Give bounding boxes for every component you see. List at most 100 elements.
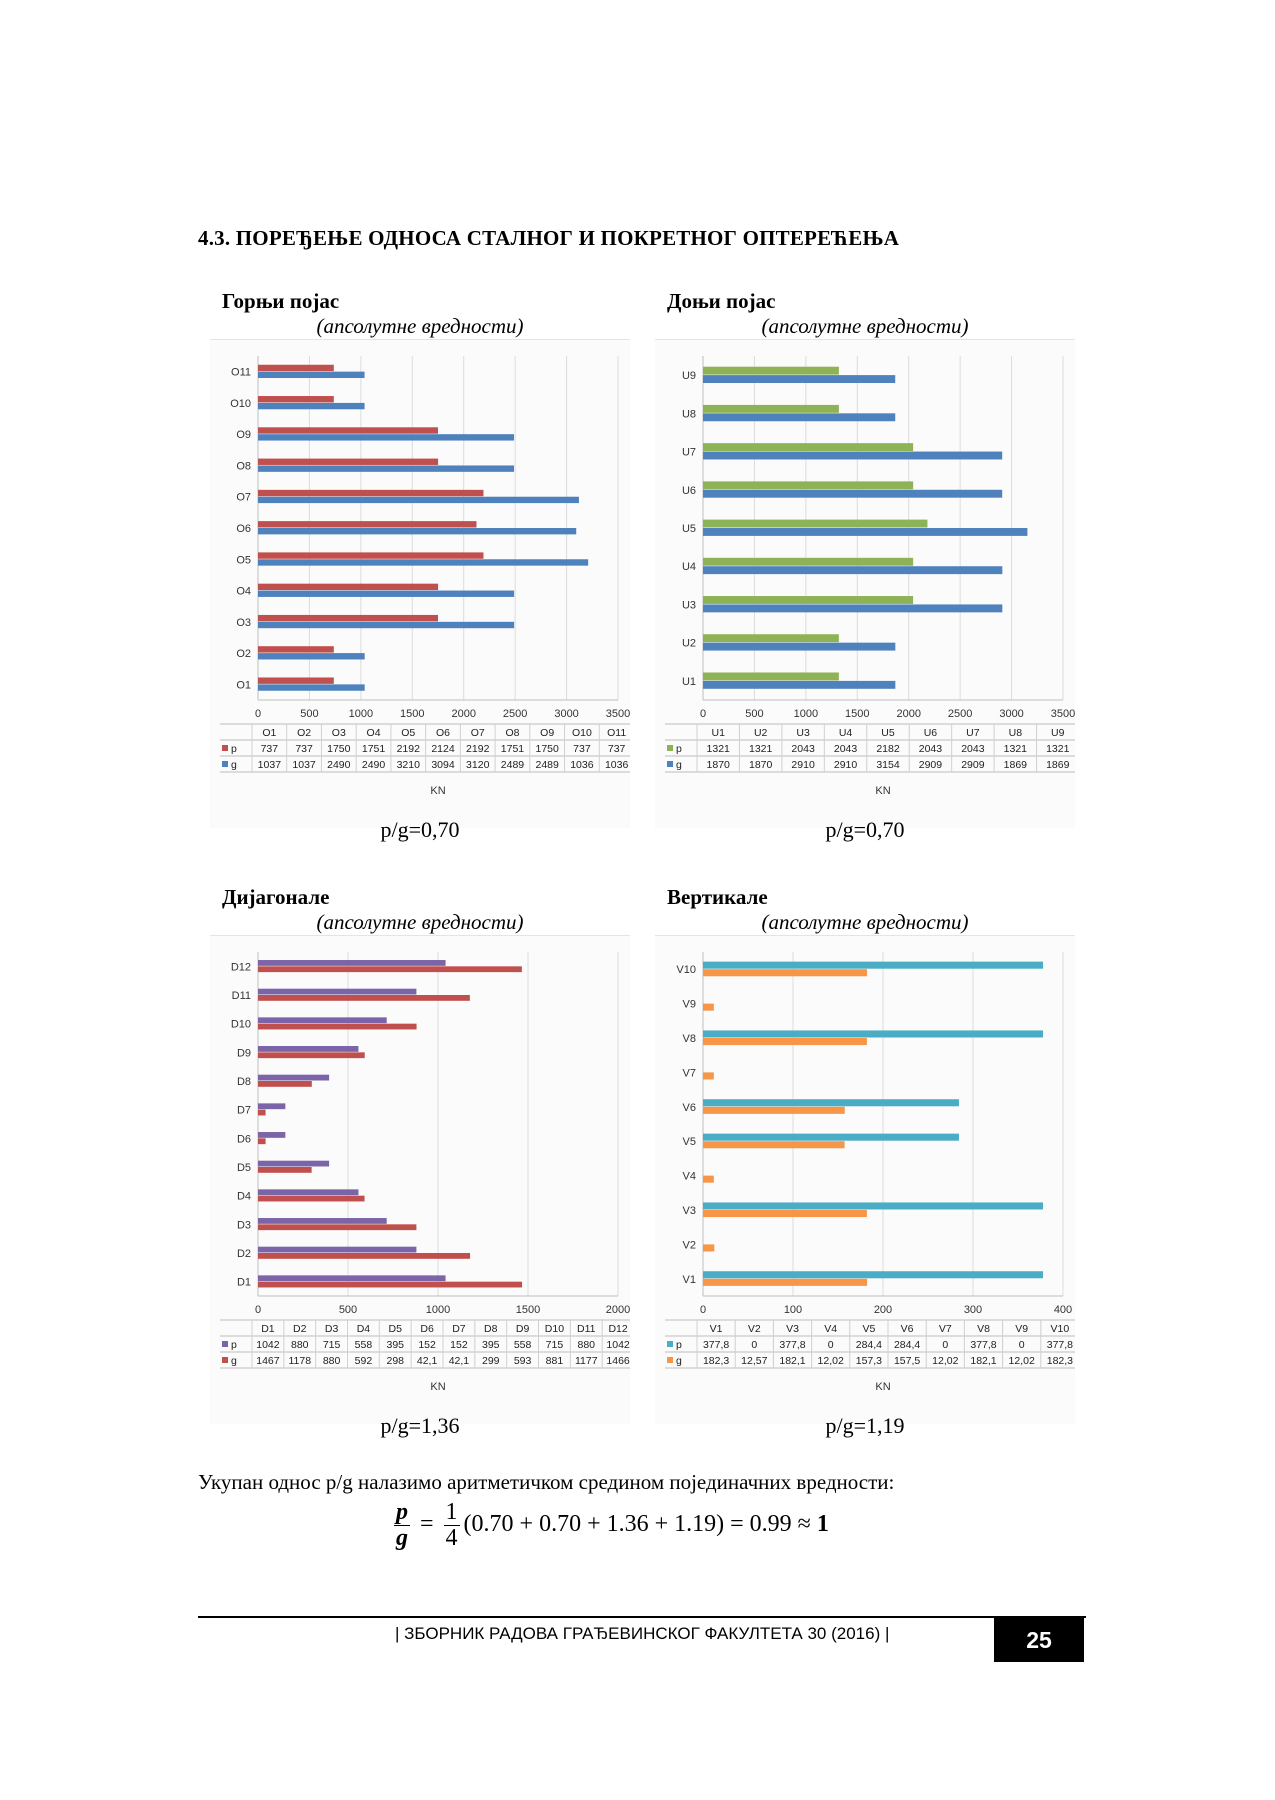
footer-rule	[198, 1616, 1086, 1618]
table-value: 1037	[258, 759, 282, 771]
table-header: D2	[293, 1323, 307, 1335]
x-tick-label: 3500	[606, 708, 630, 720]
bar-g	[258, 1138, 266, 1145]
bar-p	[258, 960, 446, 966]
category-label: O4	[236, 586, 251, 598]
table-header: O6	[436, 727, 450, 739]
x-tick-label: 0	[255, 1304, 261, 1316]
table-value: 298	[386, 1355, 404, 1367]
bar-p	[703, 1202, 1044, 1210]
category-label: V5	[683, 1136, 696, 1148]
table-header: D4	[357, 1323, 371, 1335]
bar-g	[703, 489, 1003, 498]
category-label: U4	[682, 561, 696, 573]
table-header: V5	[862, 1323, 875, 1335]
bar-g	[258, 1253, 471, 1259]
legend-swatch-p	[667, 745, 673, 751]
table-value: 0	[942, 1339, 948, 1351]
bar-g	[258, 995, 470, 1001]
panel-ratio: p/g=0,70	[380, 817, 460, 842]
bar-g	[703, 680, 896, 689]
category-label: O9	[236, 429, 251, 441]
bar-g	[258, 371, 365, 379]
table-value: 299	[482, 1355, 500, 1367]
legend-swatch-p	[222, 1341, 228, 1347]
table-header: V1	[710, 1323, 723, 1335]
table-header: O9	[540, 727, 554, 739]
table-value: 1178	[288, 1355, 311, 1367]
table-value: 558	[355, 1339, 373, 1351]
category-label: D3	[237, 1219, 251, 1231]
table-value: 1750	[536, 743, 560, 755]
table-value: 880	[577, 1339, 595, 1351]
bar-g	[703, 604, 1003, 613]
table-value: 2910	[834, 759, 858, 771]
bar-p	[703, 1030, 1044, 1038]
bar-g	[258, 1109, 266, 1116]
category-label: U3	[682, 599, 696, 611]
bar-g	[703, 1141, 845, 1149]
x-tick-label: 0	[700, 708, 706, 720]
table-value: 42,1	[417, 1355, 438, 1367]
bar-p	[703, 366, 839, 375]
category-label: O8	[236, 460, 251, 472]
bar-p	[703, 404, 839, 413]
table-value: 12,02	[932, 1355, 958, 1367]
table-value: 0	[1019, 1339, 1025, 1351]
bar-p	[258, 1160, 330, 1167]
bar-p	[258, 552, 484, 559]
category-label: U7	[682, 447, 696, 459]
bar-g	[258, 528, 577, 535]
table-value: 2490	[327, 759, 351, 771]
bar-g	[258, 590, 515, 597]
table-header: V8	[977, 1323, 990, 1335]
category-label: U6	[682, 485, 696, 497]
table-value: 12,02	[818, 1355, 844, 1367]
bar-p	[258, 489, 484, 497]
table-value: 880	[291, 1339, 309, 1351]
table-value: 1751	[362, 743, 386, 755]
x-tick-label: 1000	[794, 708, 818, 720]
bar-g	[703, 1003, 714, 1011]
bar-g	[703, 1175, 714, 1183]
table-value: 2909	[961, 759, 985, 771]
legend-label-g: g	[231, 1355, 237, 1367]
x-tick-label: 1500	[400, 708, 424, 720]
x-tick-label: 3000	[999, 708, 1023, 720]
table-value: 284,4	[894, 1339, 920, 1351]
table-value: 182,1	[779, 1355, 805, 1367]
panel-title: Вертикале	[667, 885, 768, 909]
x-axis-label: KN	[875, 785, 890, 797]
table-value: 1036	[605, 759, 629, 771]
bar-p	[258, 1046, 359, 1052]
table-header: U4	[839, 727, 853, 739]
bar-g	[703, 451, 1003, 460]
x-tick-label: 3000	[554, 708, 578, 720]
table-value: 715	[546, 1339, 564, 1351]
bar-g	[258, 1195, 365, 1202]
table-value: 2043	[961, 743, 985, 755]
bar-p	[703, 961, 1044, 969]
x-axis-label: KN	[430, 1381, 445, 1393]
table-header: U6	[924, 727, 938, 739]
table-header: U2	[754, 727, 768, 739]
chart-diagonals: D1 D2 D3 D4 D5 D6 D7 D8 D9 D10 D11 D12 0 500 1000 1500 2…	[220, 952, 635, 1393]
panel-ratio: p/g=0,70	[825, 817, 905, 842]
panel-subtitle: (апсолутне вредности)	[316, 910, 524, 934]
chart-bottom-chord: U1 U2 U3 U4 U5 U6 U7 U8 U9 0 500 1000 1500 2000 2500 30…	[665, 356, 1080, 797]
bar-p	[258, 396, 334, 403]
category-label: V7	[683, 1067, 696, 1079]
table-value: 152	[450, 1339, 468, 1351]
x-tick-label: 3500	[1051, 708, 1075, 720]
panel-ratio: p/g=1,36	[380, 1413, 460, 1438]
table-value: 0	[828, 1339, 834, 1351]
table-header: V9	[1015, 1323, 1028, 1335]
table-value: 2909	[919, 759, 943, 771]
legend-label-p: p	[231, 1339, 237, 1351]
bar-p	[703, 481, 914, 490]
table-header: O8	[505, 727, 519, 739]
table-value: 377,8	[779, 1339, 805, 1351]
formula-coef: 1 4	[443, 1499, 460, 1551]
table-value: 182,3	[1047, 1355, 1073, 1367]
bar-g	[703, 1244, 715, 1252]
